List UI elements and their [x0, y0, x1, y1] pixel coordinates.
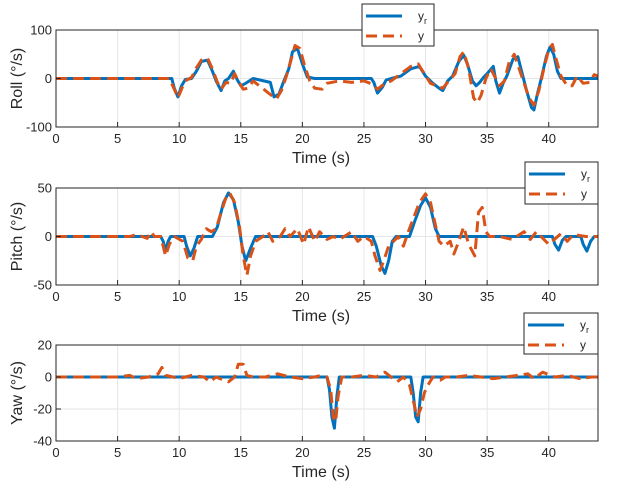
x-tick-label: 40	[541, 445, 555, 460]
x-tick-label: 40	[541, 289, 555, 304]
y-tick-label: -20	[33, 402, 52, 417]
x-tick-label: 5	[114, 445, 121, 460]
reference-yr-series-line	[56, 191, 598, 275]
x-tick-label: 30	[418, 131, 432, 146]
x-tick-label: 20	[295, 445, 309, 460]
legend: yry	[523, 312, 599, 355]
x-tick-label: 35	[480, 131, 494, 146]
axes-box	[55, 344, 599, 442]
y-tick-label: 0	[45, 71, 52, 86]
output-y-series-line	[56, 43, 599, 107]
legend-label-base: y	[580, 318, 586, 332]
x-tick-label: 30	[418, 445, 432, 460]
legend-label-subscript: r	[587, 174, 590, 184]
legend-box	[524, 161, 599, 205]
y-tick-label: -40	[33, 434, 52, 449]
legend-box	[523, 312, 599, 355]
legend-label: y	[581, 187, 587, 201]
legend-label-subscript: r	[586, 325, 589, 335]
x-tick-label: 30	[418, 289, 432, 304]
legend-label-base: y	[418, 9, 424, 23]
x-tick-label: 0	[52, 131, 59, 146]
y-axis-label: Pitch (°/s)	[9, 202, 26, 272]
x-axis-label: Time (s)	[292, 308, 350, 325]
output-y-series-line	[56, 362, 598, 424]
x-tick-label: 35	[480, 289, 494, 304]
legend-label-base: y	[580, 338, 586, 352]
x-tick-label: 15	[234, 445, 248, 460]
y-tick-label: 50	[38, 181, 52, 196]
legend-label: yr	[418, 9, 427, 26]
x-tick-label: 10	[172, 445, 186, 460]
legend-label-subscript: r	[424, 16, 427, 26]
x-tick-label: 15	[234, 131, 248, 146]
output-y-series-line	[56, 191, 598, 277]
legend-label: y	[580, 338, 586, 352]
x-tick-label: 0	[52, 445, 59, 460]
x-tick-label: 25	[357, 289, 371, 304]
x-tick-label: 40	[541, 131, 555, 146]
x-axis-label: Time (s)	[292, 464, 350, 481]
x-tick-label: 10	[172, 289, 186, 304]
yaw-plot: 0 5 10 15 20 25 30 35 40 -40 -20 0 20 Time (s) Yaw (°/…	[9, 312, 599, 481]
legend-label-base: y	[581, 167, 587, 181]
x-tick-label: 10	[172, 131, 186, 146]
y-axis-label: Yaw (°/s)	[9, 361, 26, 425]
y-tick-label: 100	[30, 23, 52, 38]
legend-label-base: y	[581, 187, 587, 201]
legend-label: y	[418, 29, 424, 43]
legend: yry	[524, 161, 599, 205]
x-tick-label: 35	[480, 445, 494, 460]
legend-label: yr	[580, 318, 589, 335]
x-tick-label: 20	[295, 131, 309, 146]
y-axis-label: Roll (°/s)	[9, 48, 26, 110]
x-tick-label: 20	[295, 289, 309, 304]
legend-label: yr	[581, 167, 590, 184]
x-axis-label: Time (s)	[292, 150, 350, 167]
y-tick-label: 20	[38, 338, 52, 353]
legend: yry	[361, 3, 435, 47]
x-tick-label: 0	[52, 289, 59, 304]
x-tick-label: 15	[234, 289, 248, 304]
y-tick-label: -100	[26, 120, 52, 135]
y-tick-label: -50	[33, 278, 52, 293]
legend-label-base: y	[418, 29, 424, 43]
plot-area	[56, 345, 598, 441]
y-tick-label: 0	[45, 229, 52, 244]
x-tick-label: 5	[114, 289, 121, 304]
x-tick-label: 25	[357, 445, 371, 460]
y-tick-label: 0	[45, 370, 52, 385]
legend-box	[361, 3, 435, 47]
x-tick-label: 25	[357, 131, 371, 146]
x-tick-label: 5	[114, 131, 121, 146]
